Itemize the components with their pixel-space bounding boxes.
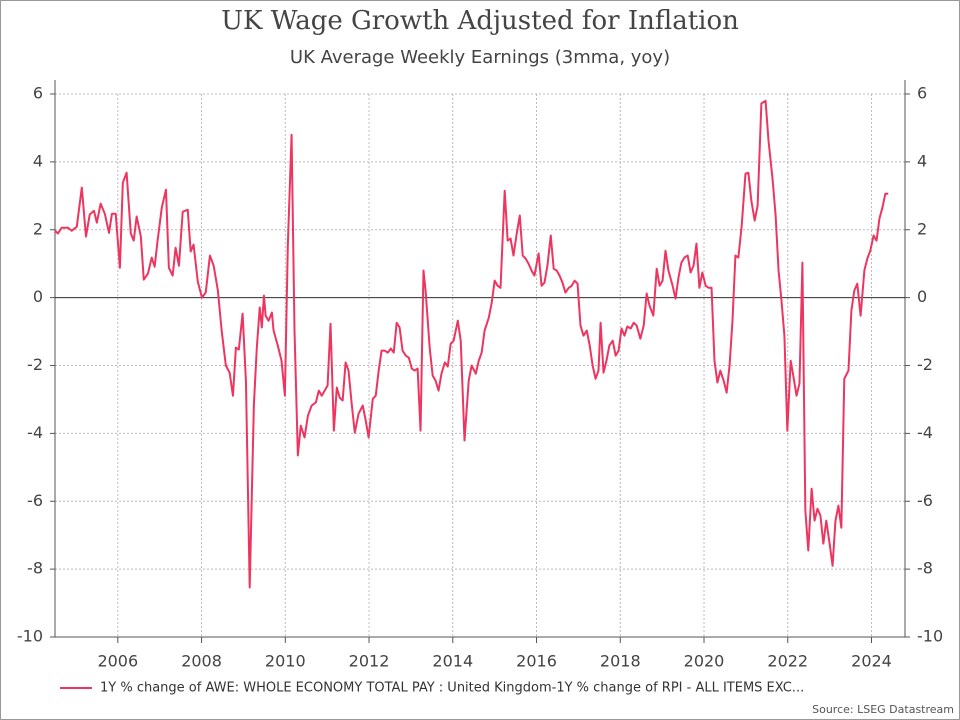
y2-tick-label: -4 (917, 423, 933, 442)
x-tick-label: 2014 (432, 652, 473, 671)
y2-tick-label: 0 (917, 287, 927, 306)
y2-tick-label: -6 (917, 491, 933, 510)
chart-subtitle: UK Average Weekly Earnings (3mma, yoy) (290, 47, 670, 68)
y-tick-label: -8 (27, 559, 43, 578)
y2-tick-label: 2 (917, 219, 927, 238)
x-tick-label: 2018 (600, 652, 641, 671)
x-tick-label: 2006 (97, 652, 138, 671)
y2-tick-label: -10 (917, 627, 943, 646)
y2-tick-label: -8 (917, 559, 933, 578)
y2-tick-label: 4 (917, 151, 927, 170)
x-tick-label: 2022 (767, 652, 808, 671)
y-tick-label: 4 (33, 151, 43, 170)
y-tick-label: 2 (33, 219, 43, 238)
series-line (54, 99, 889, 589)
x-tick-label: 2012 (349, 652, 390, 671)
chart-title: UK Wage Growth Adjusted for Inflation (221, 6, 739, 36)
x-tick-label: 2020 (684, 652, 725, 671)
y2-tick-label: -2 (917, 355, 933, 374)
x-tick-label: 2016 (516, 652, 557, 671)
y-tick-label: 6 (33, 84, 43, 103)
y-tick-label: -10 (17, 627, 43, 646)
y-tick-label: -4 (27, 423, 43, 442)
y-tick-label: 0 (33, 287, 43, 306)
legend-label: 1Y % change of AWE: WHOLE ECONOMY TOTAL … (100, 681, 804, 696)
x-tick-label: 2010 (265, 652, 306, 671)
x-tick-label: 2008 (181, 652, 222, 671)
y2-tick-label: 6 (917, 84, 927, 103)
y-tick-label: -2 (27, 355, 43, 374)
y-tick-label: -6 (27, 491, 43, 510)
source: Source: LSEG Datastream (812, 703, 954, 716)
x-tick-label: 2024 (851, 652, 892, 671)
